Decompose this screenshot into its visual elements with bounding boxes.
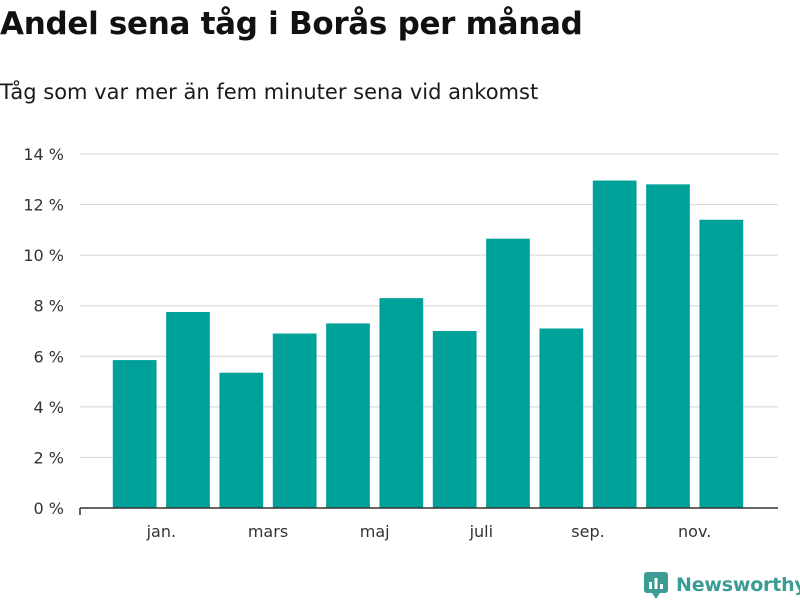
x-tick-label: jan.	[146, 522, 176, 541]
x-tick-label: juli	[469, 522, 493, 541]
bar	[699, 219, 744, 508]
x-axis-tick-labels: jan. mars maj juli sep. nov.	[146, 522, 712, 541]
y-tick-label: 10 %	[23, 246, 64, 265]
x-tick-label: mars	[248, 522, 288, 541]
y-axis-tick-labels: 0 % 2 % 4 % 6 % 8 % 10 % 12 % 14 %	[23, 145, 64, 518]
bar	[272, 333, 317, 508]
bar	[539, 328, 584, 508]
bars	[112, 180, 744, 509]
y-tick-label: 6 %	[34, 347, 64, 366]
chart-title: Andel sena tåg i Borås per månad	[0, 6, 583, 42]
y-tick-label: 8 %	[34, 297, 64, 316]
y-tick-label: 0 %	[34, 499, 64, 518]
bar	[219, 372, 264, 508]
bar	[326, 323, 370, 508]
chart-subtitle: Tåg som var mer än fem minuter sena vid …	[0, 80, 539, 104]
y-tick-label: 2 %	[34, 448, 64, 467]
newsworthy-brand: Newsworthy	[644, 570, 800, 600]
bar	[486, 238, 530, 508]
y-tick-label: 14 %	[23, 145, 64, 164]
newsworthy-logo-icon	[644, 571, 668, 599]
bar	[112, 360, 157, 508]
bar	[379, 298, 424, 508]
y-tick-label: 4 %	[34, 398, 64, 417]
bar	[592, 180, 637, 509]
bar	[432, 331, 477, 508]
y-tick-label: 12 %	[23, 196, 64, 215]
bar	[166, 312, 210, 508]
x-tick-label: maj	[360, 522, 390, 541]
bar	[646, 184, 690, 509]
x-tick-label: nov.	[678, 522, 711, 541]
x-tick-label: sep.	[571, 522, 604, 541]
brand-name: Newsworthy	[676, 574, 800, 596]
x-axis	[79, 507, 778, 515]
